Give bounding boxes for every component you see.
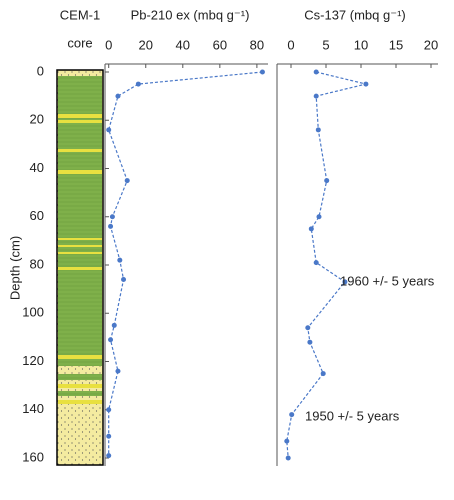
profile-line bbox=[108, 71, 263, 456]
data-point bbox=[109, 214, 115, 220]
data-point bbox=[124, 178, 130, 184]
data-point bbox=[316, 214, 322, 220]
data-point bbox=[135, 81, 141, 87]
data-point bbox=[106, 407, 112, 413]
x-tick-label: 80 bbox=[250, 37, 264, 52]
data-point bbox=[315, 127, 321, 133]
y-tick-label: 40 bbox=[30, 160, 44, 175]
x-tick-label: 0 bbox=[105, 37, 112, 52]
data-point bbox=[289, 412, 295, 418]
data-point bbox=[259, 69, 265, 75]
data-point bbox=[313, 93, 319, 99]
data-point bbox=[115, 368, 121, 374]
data-point bbox=[324, 178, 330, 184]
profile-line bbox=[286, 71, 367, 459]
x-tick-label: 20 bbox=[424, 37, 438, 52]
annotation: 1950 +/- 5 years bbox=[305, 408, 400, 423]
data-point bbox=[285, 455, 291, 461]
data-point bbox=[313, 260, 319, 266]
data-point bbox=[115, 93, 121, 99]
data-point bbox=[307, 339, 313, 345]
core-title: CEM-1 bbox=[60, 7, 100, 22]
y-tick-label: 120 bbox=[22, 353, 44, 368]
core-subtitle: core bbox=[67, 35, 92, 50]
y-tick-label: 20 bbox=[30, 112, 44, 127]
core-column bbox=[56, 69, 104, 466]
x-tick-label: 5 bbox=[322, 37, 329, 52]
x-tick-label: 60 bbox=[213, 37, 227, 52]
data-point bbox=[320, 371, 326, 377]
x-tick-label: 40 bbox=[176, 37, 190, 52]
panel-title: Cs-137 (mbq g⁻¹) bbox=[304, 7, 406, 22]
y-tick-label: 140 bbox=[22, 401, 44, 416]
data-point bbox=[108, 337, 114, 343]
data-point bbox=[363, 81, 369, 87]
panel-title: Pb-210 ex (mbq g⁻¹) bbox=[131, 7, 250, 22]
y-tick-label: 60 bbox=[30, 208, 44, 223]
y-axis-label: Depth (cm) bbox=[7, 236, 22, 300]
data-point bbox=[106, 127, 112, 133]
data-point bbox=[117, 257, 123, 263]
data-point bbox=[106, 453, 112, 459]
data-point bbox=[121, 276, 127, 282]
data-point bbox=[313, 69, 319, 75]
data-point bbox=[108, 223, 114, 229]
y-tick-label: 80 bbox=[30, 256, 44, 271]
data-point bbox=[308, 226, 314, 232]
x-tick-label: 0 bbox=[287, 37, 294, 52]
x-tick-label: 15 bbox=[389, 37, 403, 52]
data-point bbox=[342, 279, 348, 285]
y-tick-label: 100 bbox=[22, 305, 44, 320]
x-tick-label: 10 bbox=[354, 37, 368, 52]
y-tick-label: 160 bbox=[22, 449, 44, 464]
data-point bbox=[111, 322, 117, 328]
annotation: 1960 +/- 5 years bbox=[340, 273, 435, 288]
data-point bbox=[305, 325, 311, 331]
data-point bbox=[106, 433, 112, 439]
data-point bbox=[284, 438, 290, 444]
x-tick-label: 20 bbox=[139, 37, 153, 52]
y-tick-label: 0 bbox=[37, 63, 44, 78]
